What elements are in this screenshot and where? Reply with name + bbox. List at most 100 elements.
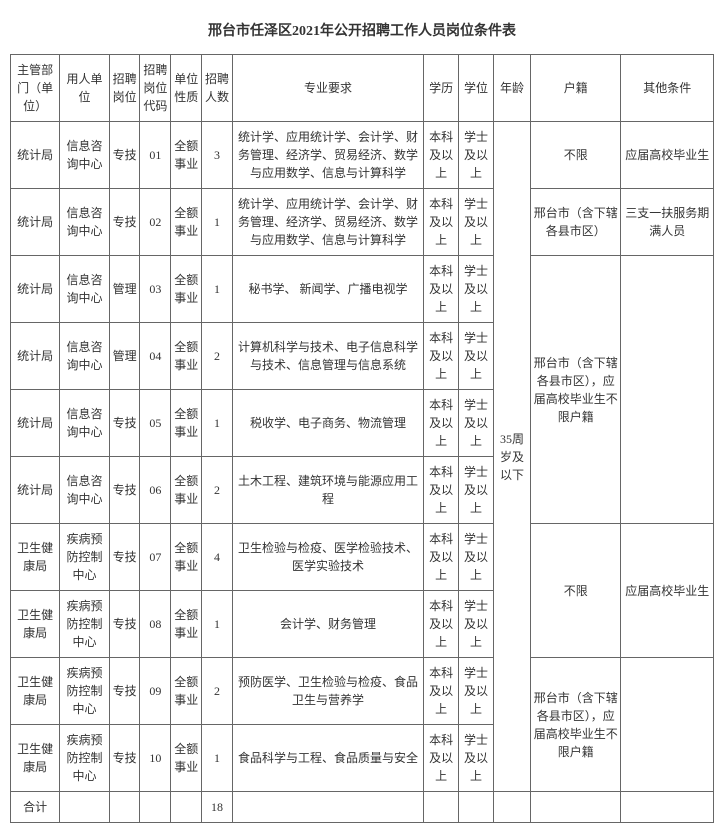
cell-dept: 卫生健康局	[11, 725, 60, 792]
col-dept: 主管部门（单位）	[11, 55, 60, 122]
cell-nat: 全额事业	[171, 323, 202, 390]
cell-hukou: 邢台市（含下辖各县市区），应届高校毕业生不限户籍	[531, 658, 621, 792]
cell-deg: 学士及以上	[459, 457, 494, 524]
cell-code: 06	[140, 457, 171, 524]
cell-other: 应届高校毕业生	[621, 122, 714, 189]
cell-nat: 全额事业	[171, 390, 202, 457]
col-post: 招聘岗位	[109, 55, 140, 122]
cell-edu: 本科及以上	[424, 591, 459, 658]
cell-post: 管理	[109, 256, 140, 323]
cell-hukou: 邢台市（含下辖各县市区），应届高校毕业生不限户籍	[531, 256, 621, 524]
cell-total-num: 18	[202, 792, 233, 823]
cell-post: 专技	[109, 457, 140, 524]
cell-nat: 全额事业	[171, 591, 202, 658]
cell-nat: 全额事业	[171, 457, 202, 524]
cell-nat: 全额事业	[171, 256, 202, 323]
table-total-row: 合计 18	[11, 792, 714, 823]
cell-other	[621, 256, 714, 524]
cell-code: 07	[140, 524, 171, 591]
cell-num: 1	[202, 390, 233, 457]
cell-post: 专技	[109, 524, 140, 591]
table-row: 统计局 信息咨询中心 管理 03 全额事业 1 秘书学、 新闻学、广播电视学 本…	[11, 256, 714, 323]
cell-major: 计算机科学与技术、电子信息科学与技术、信息管理与信息系统	[232, 323, 423, 390]
cell-num: 2	[202, 323, 233, 390]
col-deg: 学位	[459, 55, 494, 122]
col-other: 其他条件	[621, 55, 714, 122]
cell-nat: 全额事业	[171, 524, 202, 591]
cell-code: 05	[140, 390, 171, 457]
cell-nat: 全额事业	[171, 725, 202, 792]
cell-num: 4	[202, 524, 233, 591]
cell-edu: 本科及以上	[424, 189, 459, 256]
cell-dept: 统计局	[11, 122, 60, 189]
cell-deg: 学士及以上	[459, 725, 494, 792]
cell-other	[621, 658, 714, 792]
cell-other: 三支一扶服务期满人员	[621, 189, 714, 256]
cell-post: 专技	[109, 591, 140, 658]
cell-deg: 学士及以上	[459, 390, 494, 457]
cell-empty	[531, 792, 621, 823]
cell-num: 1	[202, 591, 233, 658]
cell-edu: 本科及以上	[424, 256, 459, 323]
cell-num: 2	[202, 658, 233, 725]
cell-code: 01	[140, 122, 171, 189]
cell-dept: 卫生健康局	[11, 658, 60, 725]
cell-dept: 统计局	[11, 457, 60, 524]
cell-major: 统计学、应用统计学、会计学、财务管理、经济学、贸易经济、数学与应用数学、信息与计…	[232, 122, 423, 189]
cell-unit: 信息咨询中心	[60, 390, 109, 457]
cell-empty	[109, 792, 140, 823]
table-row: 卫生健康局 疾病预防控制中心 专技 09 全额事业 2 预防医学、卫生检验与检疫…	[11, 658, 714, 725]
cell-empty	[60, 792, 109, 823]
col-edu: 学历	[424, 55, 459, 122]
cell-unit: 信息咨询中心	[60, 256, 109, 323]
cell-empty	[621, 792, 714, 823]
cell-deg: 学士及以上	[459, 323, 494, 390]
col-unit: 用人单位	[60, 55, 109, 122]
cell-age: 35周岁及以下	[494, 122, 531, 792]
cell-deg: 学士及以上	[459, 658, 494, 725]
cell-num: 1	[202, 189, 233, 256]
cell-unit: 疾病预防控制中心	[60, 591, 109, 658]
cell-unit: 信息咨询中心	[60, 122, 109, 189]
cell-post: 专技	[109, 658, 140, 725]
cell-empty	[424, 792, 459, 823]
cell-unit: 信息咨询中心	[60, 189, 109, 256]
cell-code: 08	[140, 591, 171, 658]
cell-major: 统计学、应用统计学、会计学、财务管理、经济学、贸易经济、数学与应用数学、信息与计…	[232, 189, 423, 256]
col-nat: 单位性质	[171, 55, 202, 122]
cell-unit: 疾病预防控制中心	[60, 725, 109, 792]
cell-empty	[140, 792, 171, 823]
cell-post: 专技	[109, 122, 140, 189]
cell-num: 3	[202, 122, 233, 189]
cell-deg: 学士及以上	[459, 189, 494, 256]
cell-edu: 本科及以上	[424, 323, 459, 390]
cell-unit: 信息咨询中心	[60, 457, 109, 524]
cell-major: 预防医学、卫生检验与检疫、食品卫生与营养学	[232, 658, 423, 725]
cell-hukou: 邢台市（含下辖各县市区）	[531, 189, 621, 256]
cell-nat: 全额事业	[171, 122, 202, 189]
cell-edu: 本科及以上	[424, 457, 459, 524]
cell-unit: 信息咨询中心	[60, 323, 109, 390]
cell-hukou: 不限	[531, 524, 621, 658]
cell-edu: 本科及以上	[424, 658, 459, 725]
cell-total-label: 合计	[11, 792, 60, 823]
cell-dept: 统计局	[11, 323, 60, 390]
cell-code: 10	[140, 725, 171, 792]
col-hukou: 户籍	[531, 55, 621, 122]
cell-num: 2	[202, 457, 233, 524]
cell-dept: 卫生健康局	[11, 591, 60, 658]
table-row: 统计局 信息咨询中心 专技 02 全额事业 1 统计学、应用统计学、会计学、财务…	[11, 189, 714, 256]
table-row: 统计局 信息咨询中心 专技 01 全额事业 3 统计学、应用统计学、会计学、财务…	[11, 122, 714, 189]
page-title: 邢台市任泽区2021年公开招聘工作人员岗位条件表	[10, 10, 714, 54]
cell-edu: 本科及以上	[424, 524, 459, 591]
cell-deg: 学士及以上	[459, 256, 494, 323]
cell-hukou: 不限	[531, 122, 621, 189]
cell-code: 02	[140, 189, 171, 256]
cell-unit: 疾病预防控制中心	[60, 658, 109, 725]
cell-num: 1	[202, 725, 233, 792]
cell-code: 04	[140, 323, 171, 390]
cell-code: 03	[140, 256, 171, 323]
cell-edu: 本科及以上	[424, 390, 459, 457]
cell-num: 1	[202, 256, 233, 323]
cell-nat: 全额事业	[171, 189, 202, 256]
